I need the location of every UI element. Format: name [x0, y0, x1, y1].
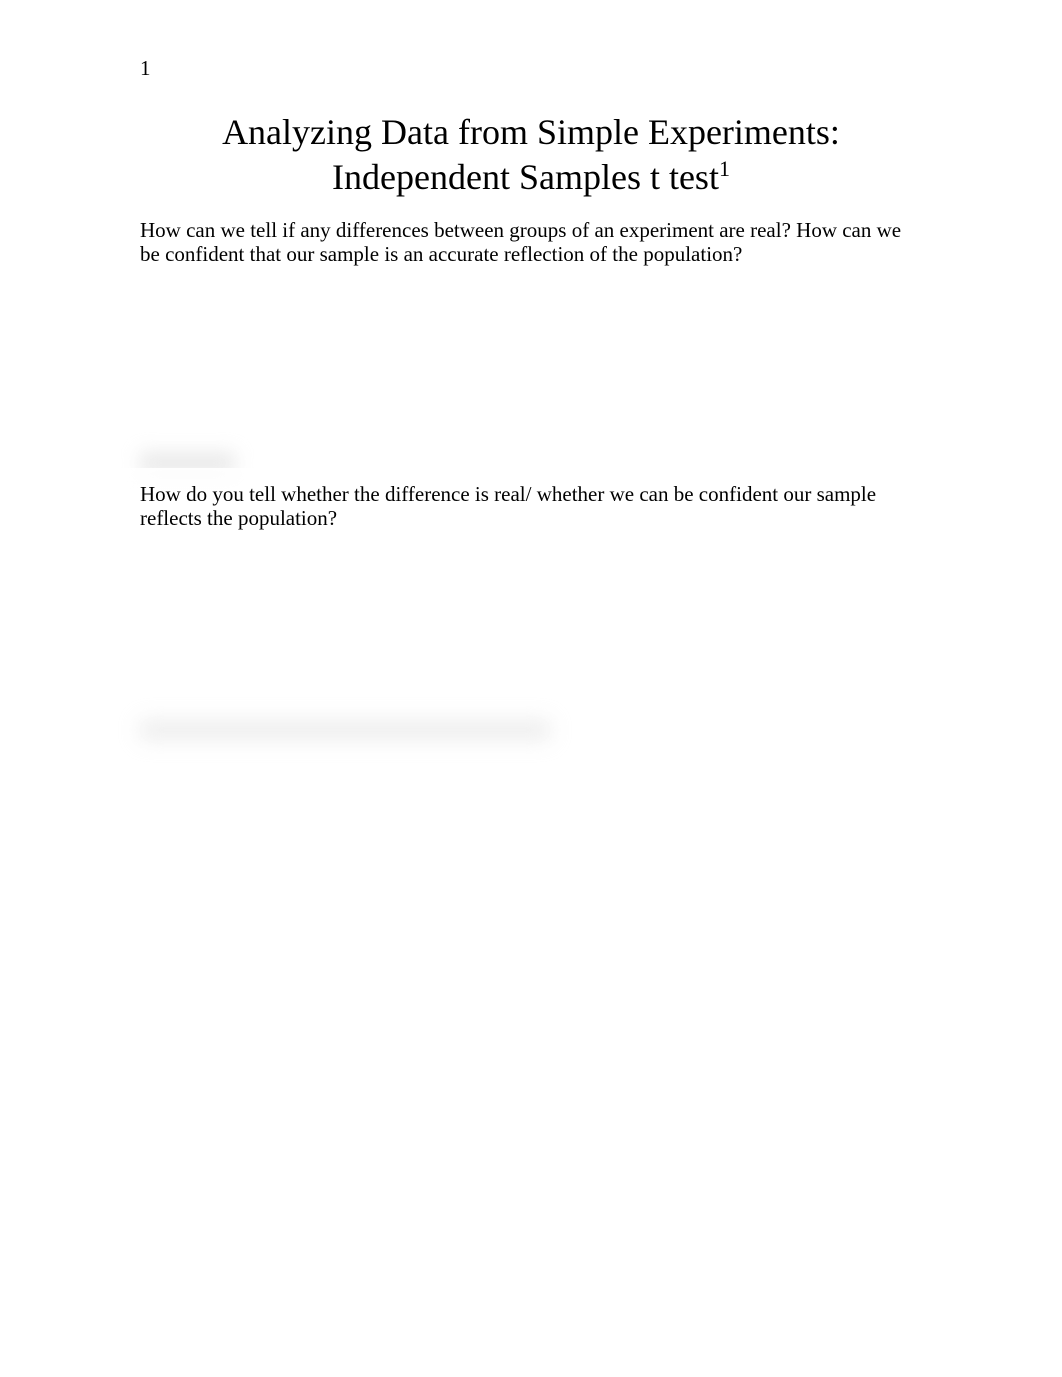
title-line-2: Independent Samples t test1 — [140, 155, 922, 200]
redacted-region-1 — [140, 452, 235, 474]
redacted-region-2 — [140, 720, 550, 740]
paragraph-1: How can we tell if any differences betwe… — [140, 218, 922, 266]
document-title: Analyzing Data from Simple Experiments: … — [140, 110, 922, 200]
title-line-1: Analyzing Data from Simple Experiments: — [140, 110, 922, 155]
title-footnote-marker: 1 — [719, 156, 730, 181]
title-line-2-text: Independent Samples t test — [332, 157, 719, 197]
paragraph-2: How do you tell whether the difference i… — [140, 482, 922, 530]
page-number: 1 — [140, 56, 151, 81]
